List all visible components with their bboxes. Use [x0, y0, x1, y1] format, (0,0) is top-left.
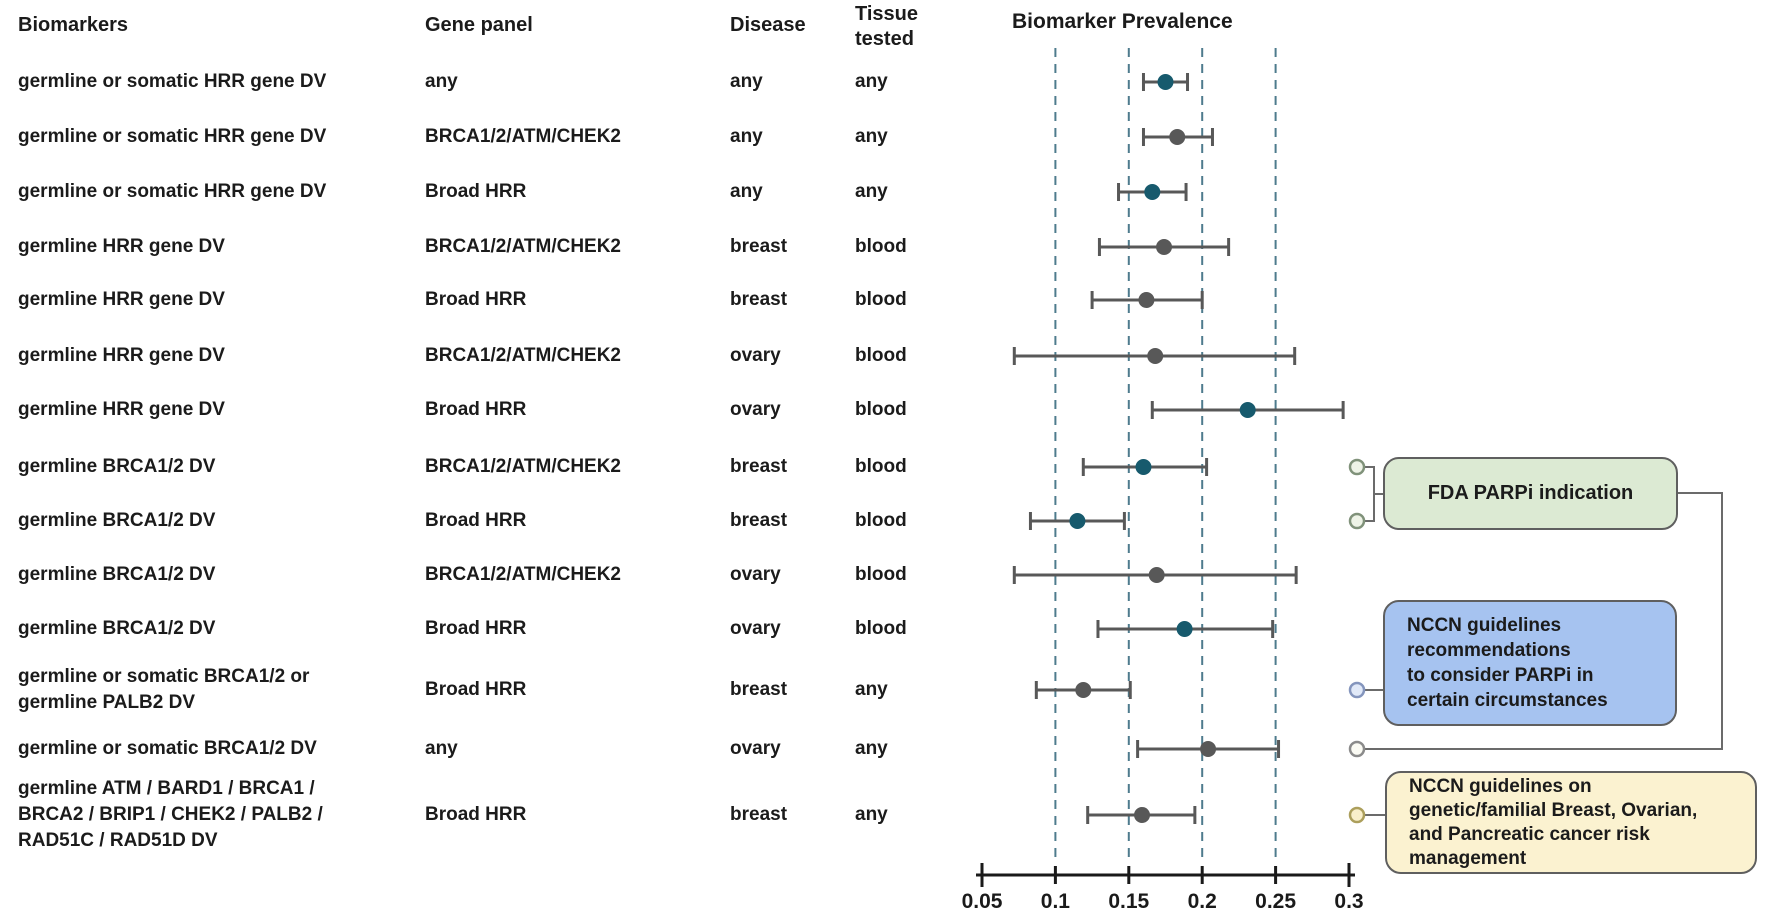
column-header-biomarkers: Biomarkers	[18, 14, 129, 36]
biomarker-cell: germline BRCA1/2 DV	[18, 456, 216, 477]
gene-panel-cell: Broad HRR	[425, 399, 527, 420]
disease-cell: ovary	[730, 618, 781, 639]
tissue-cell: blood	[855, 618, 907, 639]
biomarker-cell: germline BRCA1/2 DV	[18, 618, 216, 639]
disease-cell: breast	[730, 456, 788, 477]
gene-panel-cell: Broad HRR	[425, 804, 527, 825]
biomarker-cell: germline HRR gene DV	[18, 236, 225, 257]
gene-panel-cell: Broad HRR	[425, 289, 527, 310]
svg-text:0.25: 0.25	[1255, 890, 1296, 913]
svg-text:0.05: 0.05	[962, 890, 1003, 913]
disease-cell: any	[730, 71, 763, 92]
nccn-parpi-callout-line: recommendations	[1407, 640, 1571, 661]
gene-panel-cell: Broad HRR	[425, 181, 527, 202]
svg-text:0.3: 0.3	[1334, 890, 1363, 913]
biomarker-cell: germline BRCA1/2 DV	[18, 564, 216, 585]
gene-panel-cell: Broad HRR	[425, 679, 527, 700]
nccn-risk-callout-line: genetic/familial Breast, Ovarian,	[1409, 799, 1698, 821]
tissue-cell: any	[855, 679, 888, 700]
tissue-cell: any	[855, 804, 888, 825]
gene-panel-cell: BRCA1/2/ATM/CHEK2	[425, 564, 622, 585]
tissue-cell: blood	[855, 456, 907, 477]
tissue-cell: blood	[855, 236, 907, 257]
nccn-parpi-callout-line: to consider PARPi in	[1407, 665, 1594, 686]
disease-cell: ovary	[730, 738, 781, 759]
plot-title: Biomarker Prevalence	[1012, 10, 1233, 33]
disease-cell: any	[730, 126, 763, 147]
fda-parpi-callout: FDA PARPi indication	[1383, 457, 1678, 530]
disease-cell: any	[730, 181, 763, 202]
nccn-risk-callout: NCCN guidelines on genetic/familial Brea…	[1385, 771, 1757, 874]
biomarker-cell: germline or somatic HRR gene DV	[18, 181, 327, 202]
tissue-cell: blood	[855, 399, 907, 420]
disease-cell: breast	[730, 510, 788, 531]
gene-panel-cell: BRCA1/2/ATM/CHEK2	[425, 236, 622, 257]
gene-panel-cell: Broad HRR	[425, 618, 527, 639]
gene-panel-cell: BRCA1/2/ATM/CHEK2	[425, 345, 622, 366]
disease-cell: ovary	[730, 345, 781, 366]
biomarker-cell: germline or somatic HRR gene DV	[18, 126, 327, 147]
biomarker-cell: germline or somatic BRCA1/2 DV	[18, 738, 317, 759]
tissue-cell: any	[855, 71, 888, 92]
disease-cell: breast	[730, 804, 788, 825]
column-header-tissue-tested: Tissue tested	[855, 3, 918, 50]
tissue-cell: blood	[855, 289, 907, 310]
biomarker-cell: germline or somatic HRR gene DV	[18, 71, 327, 92]
fda-parpi-callout-label: FDA PARPi indication	[1427, 482, 1634, 504]
biomarker-cell: germline or somatic BRCA1/2 or germline …	[18, 666, 310, 713]
nccn-risk-callout-line: management	[1409, 847, 1527, 869]
disease-cell: ovary	[730, 399, 781, 420]
biomarker-cell: germline HRR gene DV	[18, 289, 225, 310]
tissue-cell: blood	[855, 564, 907, 585]
svg-text:0.15: 0.15	[1108, 890, 1149, 913]
gene-panel-cell: BRCA1/2/ATM/CHEK2	[425, 126, 622, 147]
gene-panel-cell: BRCA1/2/ATM/CHEK2	[425, 456, 622, 477]
tissue-cell: blood	[855, 345, 907, 366]
biomarker-cell: germline HRR gene DV	[18, 399, 225, 420]
gene-panel-cell: any	[425, 71, 458, 92]
column-header-disease: Disease	[730, 14, 806, 36]
disease-cell: ovary	[730, 564, 781, 585]
nccn-parpi-callout-line: NCCN guidelines	[1407, 615, 1562, 636]
disease-cell: breast	[730, 679, 788, 700]
biomarker-cell: germline HRR gene DV	[18, 345, 225, 366]
nccn-risk-callout-line: and Pancreatic cancer risk	[1409, 823, 1650, 845]
gene-panel-cell: any	[425, 738, 458, 759]
biomarker-cell: germline ATM / BARD1 / BRCA1 / BRCA2 / B…	[18, 778, 323, 851]
disease-cell: breast	[730, 289, 788, 310]
tissue-cell: any	[855, 126, 888, 147]
biomarker-cell: germline BRCA1/2 DV	[18, 510, 216, 531]
tissue-cell: any	[855, 738, 888, 759]
disease-cell: breast	[730, 236, 788, 257]
tissue-cell: any	[855, 181, 888, 202]
column-header-gene-panel: Gene panel	[425, 14, 533, 36]
tissue-cell: blood	[855, 510, 907, 531]
nccn-risk-callout-line: NCCN guidelines on	[1409, 775, 1592, 797]
nccn-parpi-callout: NCCN guidelines recommendations to consi…	[1383, 600, 1677, 726]
svg-text:0.2: 0.2	[1188, 890, 1217, 913]
svg-text:0.1: 0.1	[1041, 890, 1071, 913]
nccn-parpi-callout-line: certain circumstances	[1407, 690, 1608, 711]
gene-panel-cell: Broad HRR	[425, 510, 527, 531]
